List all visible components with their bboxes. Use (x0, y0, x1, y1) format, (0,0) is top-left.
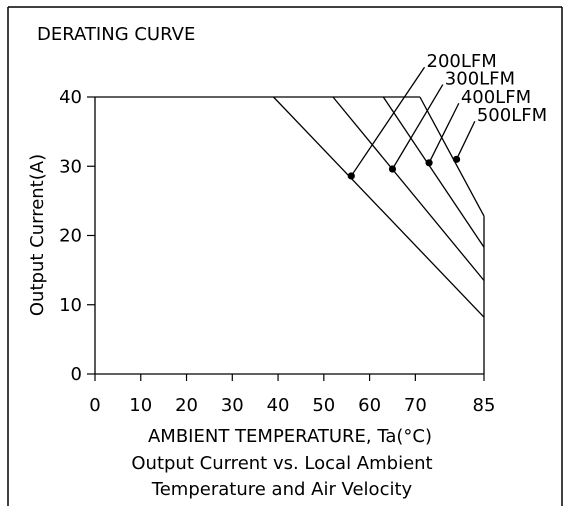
x-tick-label: 40 (267, 395, 290, 416)
series-leader-400LFM (428, 102, 460, 164)
chart-axes (94, 96, 485, 375)
series-label-300LFM: 300LFM (445, 69, 515, 90)
y-axis-label: Output Current(A) (27, 154, 48, 316)
x-tick-label: 30 (221, 395, 244, 416)
chart-title: DERATING CURVE (37, 24, 195, 45)
series-label-400LFM: 400LFM (461, 87, 531, 108)
caption-line-2: Temperature and Air Velocity (151, 479, 413, 500)
y-tick-label: 40 (59, 87, 82, 108)
y-tick-label: 0 (71, 364, 82, 385)
series-line-300LFM (332, 96, 485, 281)
x-tick-label: 20 (175, 395, 198, 416)
caption-line-1: Output Current vs. Local Ambient (131, 453, 432, 474)
series-leader-500LFM (455, 120, 476, 160)
x-tick-label: 10 (129, 395, 152, 416)
series-leader-200LFM (350, 66, 426, 177)
series-label-500LFM: 500LFM (477, 105, 547, 126)
series-line-200LFM (273, 96, 485, 318)
y-tick-label: 10 (59, 295, 82, 316)
x-tick-label: 0 (89, 395, 100, 416)
y-tick-label: 20 (59, 226, 82, 247)
x-axis-label: AMBIENT TEMPERATURE, Ta(°C) (148, 426, 432, 447)
series-line-500LFM (419, 96, 485, 217)
series-label-200LFM: 200LFM (427, 51, 497, 72)
x-tick-label: 50 (312, 395, 335, 416)
chart-ticks: 0 10 20 30 40 50 60 70 85 0 10 20 30 40 (59, 87, 495, 416)
series-line-400LFM (382, 96, 485, 248)
x-tick-label: 60 (358, 395, 381, 416)
y-tick-label: 30 (59, 156, 82, 177)
x-tick-label: 85 (473, 395, 496, 416)
x-tick-label: 70 (404, 395, 427, 416)
series-leader-300LFM (391, 84, 444, 170)
